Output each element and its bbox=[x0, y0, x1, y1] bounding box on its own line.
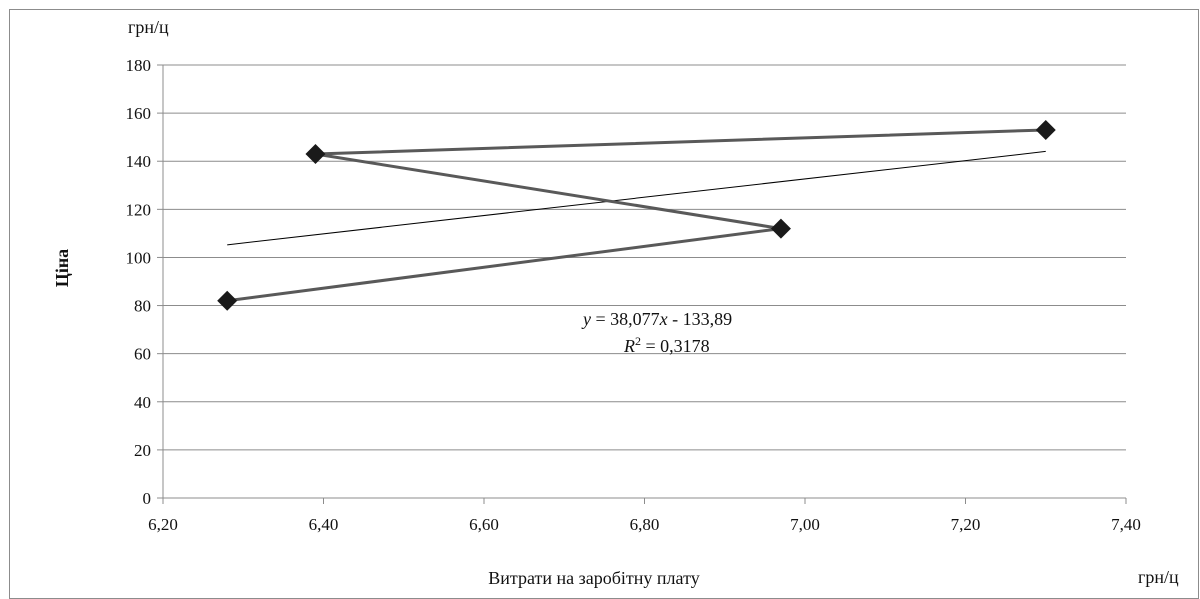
trendline-equation: y = 38,077x - 133,89 bbox=[581, 309, 732, 329]
data-markers bbox=[217, 119, 1056, 311]
series-line bbox=[227, 128, 1046, 303]
x-axis-title: Витрати на заробітну плату bbox=[488, 568, 699, 588]
x-tick-label: 6,20 bbox=[148, 515, 178, 534]
y-tick-label: 180 bbox=[126, 56, 152, 75]
y-tick-label: 60 bbox=[134, 345, 151, 364]
x-tick-label: 6,80 bbox=[630, 515, 660, 534]
gridlines bbox=[163, 64, 1126, 451]
eq-tail: - 133,89 bbox=[668, 309, 733, 329]
data-point-marker bbox=[1035, 119, 1056, 140]
y-tick-label: 120 bbox=[126, 200, 152, 219]
y-tick-label: 80 bbox=[134, 297, 151, 316]
y-axis-title: Ціна bbox=[52, 249, 72, 287]
y-tick-label: 0 bbox=[143, 489, 152, 508]
x-tick-label: 6,60 bbox=[469, 515, 499, 534]
y-unit-label: грн/ц bbox=[128, 17, 169, 37]
y-tick-label: 140 bbox=[126, 152, 152, 171]
eq-rhs: = 38,077 bbox=[591, 309, 660, 329]
data-point-marker bbox=[305, 144, 326, 165]
eq-lhs: y bbox=[581, 309, 591, 329]
x-tick-label: 7,20 bbox=[951, 515, 981, 534]
data-point-marker bbox=[770, 218, 791, 239]
eq-var: x bbox=[659, 309, 668, 329]
r2-sup: 2 bbox=[635, 334, 641, 348]
trendline-r2: R2 = 0,3178 bbox=[623, 334, 710, 356]
x-tick-labels: 6,20 6,40 6,60 6,80 7,00 7,20 7,40 bbox=[148, 498, 1141, 534]
x-tick-label: 6,40 bbox=[309, 515, 339, 534]
x-unit-label: грн/ц bbox=[1138, 567, 1179, 587]
x-tick-label: 7,00 bbox=[790, 515, 820, 534]
trendline bbox=[227, 150, 1046, 246]
y-tick-label: 160 bbox=[126, 104, 152, 123]
y-tick-label: 100 bbox=[126, 248, 152, 267]
y-tick-label: 40 bbox=[134, 393, 151, 412]
data-point-marker bbox=[217, 290, 238, 311]
y-tick-label: 20 bbox=[134, 441, 151, 460]
y-tick-labels: 0 20 40 60 80 100 120 140 160 180 bbox=[126, 56, 163, 508]
r2-lhs: R bbox=[623, 336, 635, 356]
r2-rhs: = 0,3178 bbox=[641, 336, 710, 356]
x-tick-label: 7,40 bbox=[1111, 515, 1141, 534]
